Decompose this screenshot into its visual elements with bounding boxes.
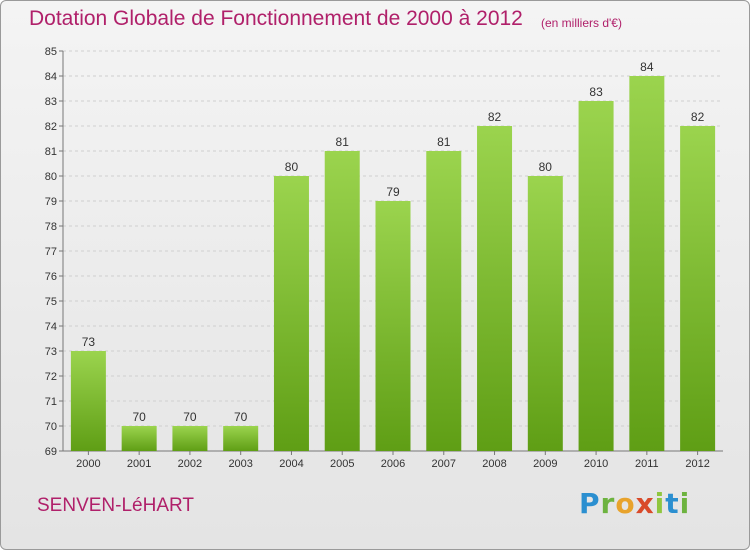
bar [375, 201, 411, 451]
logo-letter: x [635, 487, 655, 520]
y-tick-label: 76 [45, 271, 57, 283]
x-tick-labels: 2000 2001 2002 2003 2004 2005 2006 2007 2008 2009… [76, 458, 710, 470]
y-tick-label: 75 [45, 296, 57, 308]
y-tick-label: 85 [45, 46, 57, 58]
data-label: 81 [336, 135, 350, 149]
bar [121, 426, 157, 451]
bar [680, 126, 716, 451]
y-tick-labels: 69 70 71 72 73 74 75 76 77 78 79 80 81 82 83 84 85 [45, 46, 57, 458]
y-tick-label: 77 [45, 246, 57, 258]
data-labels: 73 70 70 70 80 81 79 81 82 80 83 84 82 [82, 60, 705, 424]
bar [527, 176, 563, 451]
y-tick-label: 84 [45, 71, 57, 83]
x-tick-label: 2003 [228, 458, 252, 470]
y-tick-label: 78 [45, 221, 57, 233]
x-tick-label: 2005 [330, 458, 354, 470]
unit-label: (en milliers d'€) [541, 16, 622, 30]
logo-letter: o [615, 487, 636, 520]
data-label: 83 [589, 85, 603, 99]
y-tick-label: 79 [45, 196, 57, 208]
data-label: 70 [234, 410, 248, 424]
x-tick-label: 2010 [584, 458, 608, 470]
bar [70, 351, 106, 451]
data-label: 80 [285, 160, 299, 174]
bar [578, 101, 614, 451]
y-tick-label: 80 [45, 171, 57, 183]
data-label: 84 [640, 60, 654, 74]
x-tick-label: 2011 [635, 458, 659, 470]
x-tick-label: 2012 [685, 458, 709, 470]
x-tick-label: 2009 [533, 458, 557, 470]
x-tick-label: 2000 [76, 458, 100, 470]
logo-letter: t [665, 487, 680, 520]
x-tick-label: 2006 [381, 458, 405, 470]
bar [223, 426, 259, 451]
x-tick-label: 2001 [127, 458, 151, 470]
bar [477, 126, 513, 451]
y-tick-label: 74 [45, 321, 57, 333]
bar [426, 151, 462, 451]
y-tick-label: 70 [45, 421, 57, 433]
y-tick-label: 72 [45, 371, 57, 383]
commune-name: SENVEN-LéHART [37, 495, 194, 516]
logo-letter: i [654, 487, 666, 520]
data-label: 82 [488, 110, 502, 124]
x-tick-label: 2008 [482, 458, 506, 470]
y-tick-label: 82 [45, 121, 57, 133]
bar [273, 176, 309, 451]
bars [70, 76, 716, 451]
data-label: 81 [437, 135, 451, 149]
data-label: 82 [691, 110, 705, 124]
proxiti-logo[interactable]: Proxiti [579, 487, 690, 520]
y-tick-label: 81 [45, 146, 57, 158]
y-tick-label: 69 [45, 446, 57, 458]
data-label: 80 [539, 160, 553, 174]
bar [629, 76, 665, 451]
bar [172, 426, 208, 451]
y-tick-label: 83 [45, 96, 57, 108]
x-tick-label: 2004 [279, 458, 303, 470]
logo-letter: P [579, 487, 601, 520]
y-tick-label: 71 [45, 396, 57, 408]
data-label: 70 [132, 410, 146, 424]
logo-letter: i [679, 487, 691, 520]
x-tick-label: 2002 [178, 458, 202, 470]
data-label: 70 [183, 410, 197, 424]
data-label: 79 [386, 185, 400, 199]
bar [324, 151, 360, 451]
data-label: 73 [82, 335, 96, 349]
chart-title: Dotation Globale de Fonctionnement de 20… [29, 7, 523, 30]
x-tick-label: 2007 [432, 458, 456, 470]
logo-letter: r [600, 487, 616, 520]
y-tick-label: 73 [45, 346, 57, 358]
